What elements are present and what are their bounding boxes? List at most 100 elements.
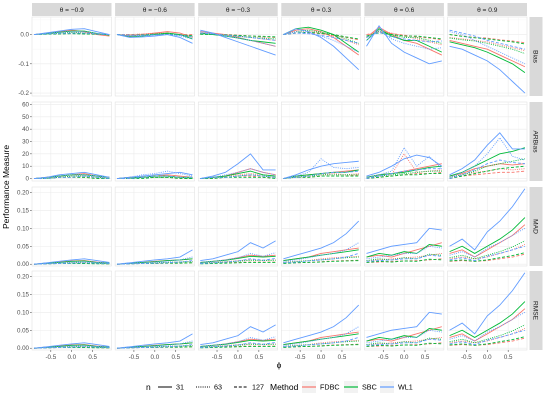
x-tick-label: 0.5 — [171, 354, 180, 361]
series-line-wl1-n63 — [283, 326, 359, 346]
facet-panel — [114, 16, 195, 97]
facet-strip-measure — [529, 187, 543, 266]
series-line-wl1-n63 — [117, 256, 193, 265]
facet-panel — [281, 186, 362, 267]
y-tick-label: 50 — [22, 114, 29, 121]
series-line-wl1-n63 — [117, 170, 193, 179]
series-line-wl1-n127 — [283, 32, 359, 44]
x-tick-label: 0.5 — [88, 354, 97, 361]
x-axis-title: ϕ — [277, 360, 282, 370]
facet-panel: -0.5 0.0 0.5 — [364, 270, 445, 361]
series-line-sbc-n127 — [283, 344, 359, 348]
facet-panel — [114, 101, 195, 182]
series-line-wl1-n127 — [117, 344, 193, 349]
series-line-sbc-n63 — [283, 174, 359, 179]
series-line-sbc-n63 — [117, 345, 193, 349]
series-line-sbc-n63 — [200, 174, 276, 179]
series-line-sbc-n127 — [449, 336, 526, 346]
facet-panel: -0.5 0.0 0.5 — [114, 270, 195, 361]
series-line-wl1-n31 — [366, 24, 442, 65]
series-line-fdbc-n127 — [449, 253, 526, 262]
series-line-wl1-n63 — [449, 31, 526, 65]
facet-strip-measure-label: RMSE — [532, 301, 539, 321]
y-axis-title: Performance Measure — [1, 145, 11, 229]
series-line-fdbc-n31 — [283, 28, 359, 56]
facet-strip-theta — [198, 3, 278, 16]
x-tick-label: 0.5 — [421, 354, 430, 361]
series-line-wl1-n31 — [449, 45, 526, 94]
y-tick-label: 0.05 — [17, 327, 30, 334]
facet-panel: -0.5 0.0 0.5 — [31, 270, 112, 361]
series-line-sbc-n31 — [200, 339, 276, 347]
series-line-wl1-n31 — [34, 258, 110, 265]
x-tick-label: 0.0 — [400, 354, 409, 361]
facet-panel — [31, 101, 112, 182]
facet-panel — [197, 16, 278, 97]
legend-title-method: Method — [270, 382, 299, 392]
series-line-wl1-n31 — [117, 333, 193, 349]
series-line-sbc-n31 — [34, 30, 110, 36]
legend-label-n: 31 — [176, 383, 184, 392]
series-line-wl1-n127 — [200, 258, 276, 264]
series-line-wl1-n127 — [200, 32, 276, 41]
series-line-wl1-n127 — [366, 168, 442, 179]
series-line-wl1-n127 — [117, 260, 193, 265]
series-line-sbc-n63 — [200, 259, 276, 264]
y-tick-label: 0.20 — [17, 189, 30, 196]
series-line-sbc-n127 — [366, 173, 442, 179]
facet-strip-theta — [32, 3, 112, 16]
x-tick-label: 0.5 — [504, 354, 513, 361]
facet-panel: -0.5 0.0 0.5 — [281, 270, 362, 361]
series-line-sbc-n63 — [34, 32, 110, 36]
x-tick-label: -0.5 — [45, 354, 56, 361]
series-line-sbc-n127 — [283, 31, 359, 40]
series-line-wl1-n127 — [449, 329, 526, 346]
series-line-wl1-n63 — [200, 252, 276, 263]
facet-panel — [114, 186, 195, 267]
legend-label-method: FDBC — [320, 383, 340, 392]
series-line-wl1-n31 — [449, 272, 526, 335]
x-tick-label: -0.5 — [461, 354, 472, 361]
series-line-wl1-n127 — [34, 262, 110, 265]
series-line-wl1-n127 — [366, 338, 442, 346]
y-tick-label: 30 — [22, 139, 29, 146]
series-line-fdbc-n63 — [200, 343, 276, 348]
series-line-wl1-n63 — [34, 345, 110, 349]
facet-panel — [281, 101, 362, 182]
series-line-wl1-n63 — [34, 261, 110, 265]
legend-title-n: n — [146, 382, 151, 392]
facet-strip-theta-label: θ = −0.6 — [143, 7, 168, 14]
facet-strip-measure — [529, 102, 543, 181]
series-line-wl1-n31 — [200, 240, 276, 262]
series-line-wl1-n31 — [200, 324, 276, 346]
series-line-wl1-n63 — [200, 168, 276, 179]
series-line-wl1-n127 — [34, 32, 110, 36]
facet-strip-measure — [529, 271, 543, 350]
y-tick-label: 0.00 — [17, 345, 30, 352]
x-tick-label: -0.5 — [378, 354, 389, 361]
series-line-sbc-n31 — [366, 165, 442, 178]
facet-panel — [31, 16, 112, 97]
series-line-wl1-n63 — [449, 137, 526, 178]
y-tick-label: 0.20 — [17, 273, 30, 280]
series-line-wl1-n63 — [117, 340, 193, 349]
series-line-sbc-n63 — [449, 37, 526, 54]
series-line-wl1-n63 — [366, 146, 443, 178]
facet-panel — [364, 186, 445, 267]
series-line-sbc-n127 — [366, 258, 442, 263]
series-line-wl1-n127 — [200, 342, 276, 348]
series-line-wl1-n63 — [366, 245, 442, 260]
series-line-fdbc-n31 — [449, 163, 525, 177]
series-line-wl1-n63 — [449, 227, 526, 258]
series-line-fdbc-n127 — [283, 32, 359, 41]
facet-strip-measure — [529, 17, 543, 96]
facet-panel — [364, 16, 445, 97]
series-line-sbc-n63 — [200, 343, 276, 348]
series-line-sbc-n63 — [283, 256, 359, 263]
series-line-sbc-n63 — [366, 170, 442, 178]
y-tick-label: 60 — [22, 101, 29, 108]
series-line-sbc-n63 — [366, 253, 442, 262]
series-line-wl1-n31 — [449, 132, 525, 176]
series-line-fdbc-n31 — [449, 224, 526, 258]
